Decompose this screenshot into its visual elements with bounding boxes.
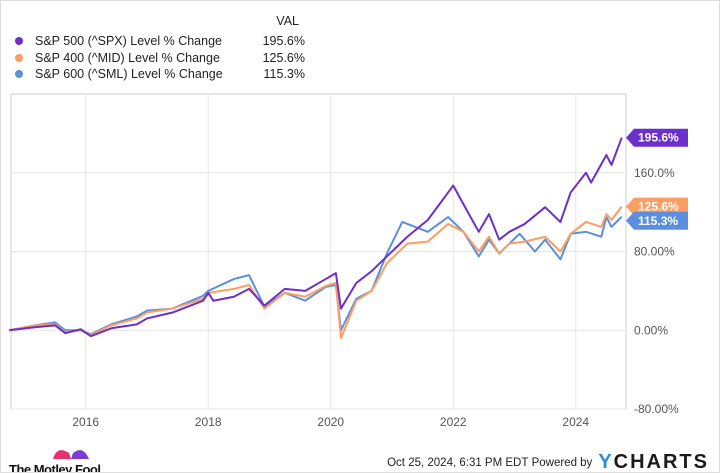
y-tick-label: 0.00% (634, 323, 668, 337)
series-line (8, 216, 623, 336)
value-flag-label: 115.3% (638, 214, 678, 228)
y-tick-label: 160.0% (634, 166, 675, 180)
x-tick-label: 2020 (317, 415, 344, 429)
value-flag-label: 125.6% (638, 200, 679, 214)
legend-value: 195.6% (262, 34, 305, 49)
ycharts-text: CHARTS (613, 451, 709, 473)
series-line (9, 137, 623, 338)
y-tick-label: -80.00% (634, 402, 679, 416)
brand-name: The Motley Fool (9, 462, 101, 473)
value-flag (626, 128, 688, 147)
x-tick-label: 2018 (195, 415, 222, 429)
powered-by: Powered by (531, 456, 593, 469)
legend-dot-icon (15, 37, 23, 46)
x-tick-label: 2016 (72, 415, 99, 429)
value-flag-label: 195.6% (638, 131, 679, 145)
legend-label: S&P 400 (^MID) Level % Change (35, 50, 220, 65)
timestamp: Oct 25, 2024, 6:31 PM EDT (387, 456, 529, 469)
legend-item-mid: S&P 400 (^MID) Level % Change 125.6% (15, 50, 305, 67)
y-tick-label: 80.00% (634, 245, 675, 259)
footer-attribution: Oct 25, 2024, 6:31 PM EDT Powered by YCH… (387, 451, 709, 473)
value-flag (626, 211, 688, 230)
legend-label: S&P 500 (^SPX) Level % Change (35, 34, 222, 49)
legend-item-spx: S&P 500 (^SPX) Level % Change 195.6% (15, 33, 305, 50)
jester-hat-icon (53, 450, 89, 459)
line-chart: 160.0% 80.00% 0.00% -80.00% 2016 2018 2020 2022… (8, 93, 688, 429)
x-tick-label: 2022 (440, 415, 467, 429)
series-line (8, 206, 623, 340)
motley-fool-logo: The Motley Fool (9, 445, 101, 473)
legend-val-header: VAL (276, 14, 299, 28)
legend-dot-icon (15, 70, 23, 79)
x-tick-label: 2024 (562, 415, 589, 429)
legend-label: S&P 600 (^SML) Level % Change (35, 67, 223, 82)
legend-value: 125.6% (262, 50, 305, 65)
ycharts-logo: YCHARTS (598, 451, 709, 473)
legend-item-sml: S&P 600 (^SML) Level % Change 115.3% (15, 66, 305, 83)
legend-dot-icon (15, 53, 23, 62)
ycharts-y: Y (598, 451, 614, 473)
legend-value: 115.3% (263, 67, 305, 82)
value-flag (626, 197, 688, 216)
legend: VAL S&P 500 (^SPX) Level % Change 195.6% … (15, 14, 305, 83)
